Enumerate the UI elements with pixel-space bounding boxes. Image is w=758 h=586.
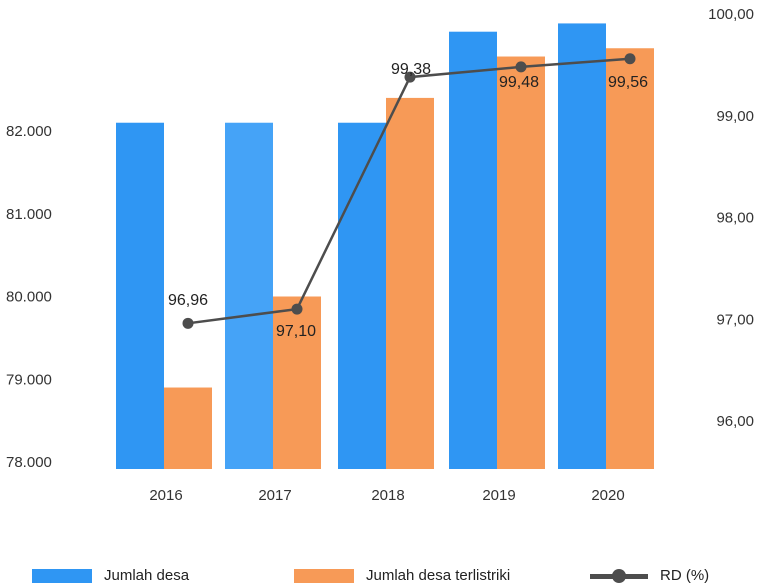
rd-data-label: 99,48 bbox=[499, 74, 539, 91]
legend-label-jumlah-desa: Jumlah desa bbox=[104, 567, 190, 584]
y-left-tick-label: 82.000 bbox=[6, 123, 52, 140]
bar-jumlah-desa-terlistriki bbox=[606, 48, 654, 469]
bar-jumlah-desa-terlistriki bbox=[497, 56, 545, 470]
y-right-tick-label: 100,00 bbox=[708, 6, 754, 23]
legend-label-rd: RD (%) bbox=[660, 567, 710, 584]
bar-jumlah-desa bbox=[225, 122, 273, 469]
legend: Jumlah desa Jumlah desa terlistriki RD (… bbox=[0, 567, 758, 585]
rd-data-label: 97,10 bbox=[276, 323, 316, 340]
legend-item-jumlah-desa: Jumlah desa bbox=[32, 567, 189, 584]
legend-swatch-orange bbox=[294, 568, 354, 583]
bar-jumlah-desa bbox=[116, 122, 164, 469]
rd-point bbox=[291, 303, 303, 315]
x-tick-label: 2019 bbox=[482, 487, 515, 504]
bar-jumlah-desa-terlistriki bbox=[386, 97, 434, 470]
rd-point bbox=[624, 53, 636, 65]
y-right-tick-label: 98,00 bbox=[716, 210, 754, 227]
x-tick-label: 2020 bbox=[591, 487, 624, 504]
bar-jumlah-desa-terlistriki bbox=[164, 387, 212, 469]
bar-jumlah-desa bbox=[338, 122, 386, 469]
legend-swatch-blue bbox=[32, 568, 92, 583]
rd-point bbox=[404, 71, 416, 83]
bar-jumlah-desa-terlistriki bbox=[273, 296, 321, 469]
bar-jumlah-desa bbox=[558, 23, 606, 470]
x-tick-label: 2017 bbox=[258, 487, 291, 504]
legend-item-rd: RD (%) bbox=[590, 567, 709, 584]
y-right-tick-label: 99,00 bbox=[716, 108, 754, 125]
y-left-tick-label: 78.000 bbox=[6, 454, 52, 471]
legend-line-marker-icon bbox=[590, 568, 648, 583]
y-left-tick-label: 80.000 bbox=[6, 289, 52, 306]
rd-data-label: 99,38 bbox=[391, 61, 431, 78]
x-tick-label: 2016 bbox=[149, 487, 182, 504]
rd-point bbox=[515, 61, 527, 73]
rd-data-label: 96,96 bbox=[168, 292, 208, 309]
x-tick-label: 2018 bbox=[371, 487, 404, 504]
rd-point bbox=[182, 317, 194, 329]
bar-jumlah-desa bbox=[449, 31, 497, 469]
legend-item-jumlah-desa-terlistriki: Jumlah desa terlistriki bbox=[294, 567, 510, 584]
y-right-tick-label: 97,00 bbox=[716, 311, 754, 328]
legend-label-jumlah-desa-terlistriki: Jumlah desa terlistriki bbox=[366, 567, 511, 584]
y-left-tick-label: 79.000 bbox=[6, 371, 52, 388]
y-right-tick-label: 96,00 bbox=[716, 413, 754, 430]
rd-data-label: 99,56 bbox=[608, 74, 648, 91]
combo-chart: 78.000 79.000 80.000 81.000 82.000 96,00 97,00… bbox=[6, 6, 754, 504]
y-left-tick-label: 81.000 bbox=[6, 206, 52, 223]
